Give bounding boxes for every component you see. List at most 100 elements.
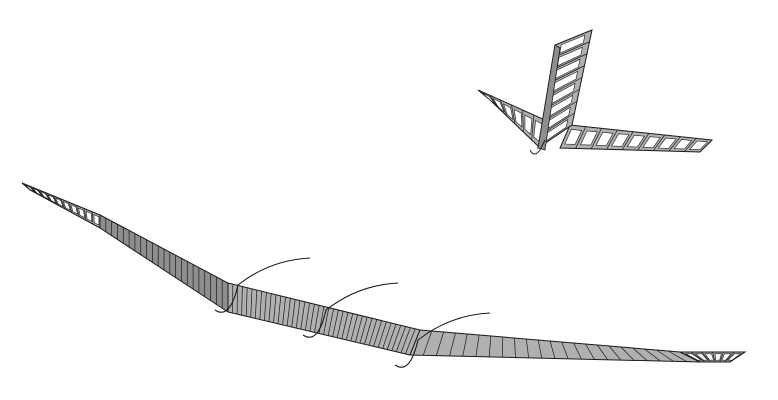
h-stab-right-rib-opening xyxy=(595,131,614,147)
right-wingtip-rib xyxy=(701,351,711,363)
h-stab-right-rib xyxy=(606,129,618,150)
left-wingtip-rib xyxy=(60,198,66,210)
engine-pod-1 xyxy=(214,257,311,313)
center-wing-rib xyxy=(332,309,339,337)
center-wing-rib xyxy=(400,327,411,353)
right-wing-rib xyxy=(436,331,444,356)
center-wing-rib xyxy=(359,316,368,344)
h-stab-left-skin xyxy=(477,89,546,150)
h-stab-right-rib-opening xyxy=(689,140,709,151)
center-wing-rib xyxy=(268,293,272,322)
vertical-stabilizer xyxy=(529,29,593,155)
right-wingtip-rib xyxy=(690,351,706,363)
center-wing-rib xyxy=(364,318,373,345)
vertical-fin-rib-opening xyxy=(559,34,586,54)
left-wingtip-rib-opening xyxy=(32,187,43,196)
right-wingtip-rib-opening xyxy=(721,353,732,361)
engine-pod-3 xyxy=(394,312,491,368)
right-wing-rib xyxy=(475,334,480,357)
engine-pod-2 xyxy=(302,282,399,338)
h-stab-right-rib xyxy=(637,133,650,151)
h-stab-left-rib xyxy=(511,104,516,125)
center-wing-rib xyxy=(350,314,358,342)
left-wingtip-rib-opening xyxy=(62,200,71,211)
center-wing-rib xyxy=(282,297,286,325)
center-wing-rib xyxy=(336,311,344,338)
vertical-fin-edge xyxy=(537,44,561,151)
right-wing-rib xyxy=(449,332,456,357)
center-wing-rib xyxy=(382,322,392,349)
left-wingtip-rib xyxy=(37,189,45,198)
h-stab-left-rib-opening xyxy=(513,108,523,128)
right-wing-rib xyxy=(656,349,674,362)
center-wing-rib xyxy=(377,321,387,348)
right-wing-rib xyxy=(514,337,516,358)
center-wing-rib xyxy=(300,301,306,330)
center-wing-rib xyxy=(286,298,291,327)
right-wing-rib xyxy=(596,344,609,360)
left-wingtip-rib-opening xyxy=(70,204,78,215)
center-wing-rib xyxy=(368,319,378,346)
center-wing-rib xyxy=(259,291,262,320)
h-stab-right-rib xyxy=(684,138,697,152)
right-wingtip-rib-opening xyxy=(685,353,703,361)
right-wing-rib xyxy=(462,333,468,357)
right-wing-rib xyxy=(608,345,622,361)
center-wing-rib xyxy=(341,312,349,339)
h-stab-right-rib xyxy=(575,126,587,149)
h-stab-right-rib-opening xyxy=(564,129,583,145)
h-stab-left-rib xyxy=(488,94,499,109)
right-wingtip-rib-opening xyxy=(727,353,742,361)
left-wingtip-rib-opening xyxy=(39,190,50,201)
center-wing-rib xyxy=(345,313,354,341)
right-wing-rib xyxy=(585,343,595,360)
right-wing-skin xyxy=(409,329,701,363)
center-wing-rib xyxy=(323,307,330,335)
tail-assembly xyxy=(477,29,714,155)
horizontal-stabilizer xyxy=(477,89,714,153)
left-wingtip-rib-opening xyxy=(24,184,35,193)
h-stab-left-rib xyxy=(522,109,524,133)
right-wingtip-rib xyxy=(724,351,735,363)
right-wing-rib xyxy=(644,348,661,362)
tail-base-fairing xyxy=(529,139,546,155)
left-wingtip-rib-opening xyxy=(47,194,57,204)
right-wingtip-rib xyxy=(719,351,724,363)
right-wing-rib xyxy=(632,347,648,361)
h-stab-right-rib-opening xyxy=(642,136,661,149)
center-wing-rib xyxy=(250,288,253,318)
left-wingtip-rib xyxy=(29,185,38,195)
h-stab-right-rib-opening xyxy=(611,133,630,147)
center-wing-rib xyxy=(314,305,320,333)
engine-pods xyxy=(214,257,491,368)
center-wing-rib xyxy=(254,290,258,319)
right-wingtip-rib-opening xyxy=(714,353,722,361)
right-wingtip-rib-opening xyxy=(704,353,715,361)
center-wing-rib xyxy=(386,324,397,350)
right-wing-rib xyxy=(561,341,569,359)
center-wing-rib xyxy=(277,295,282,324)
center-wing-rib xyxy=(309,304,315,332)
h-stab-right-rib xyxy=(653,134,665,151)
center-wing-rib xyxy=(405,328,416,355)
h-stab-left-rib-opening xyxy=(524,114,533,136)
h-stab-right-rib xyxy=(621,131,634,150)
right-wing-rib xyxy=(526,338,529,358)
h-stab-left-rib-opening xyxy=(482,92,496,105)
right-wingtip-rib-opening xyxy=(694,353,709,361)
center-wing-rib xyxy=(305,302,310,331)
h-stab-left-rib-opening xyxy=(503,103,514,121)
center-wing-rib xyxy=(241,286,243,316)
h-stab-left-rib xyxy=(500,99,507,117)
h-stab-left-rib-opening xyxy=(492,97,505,113)
right-wing-rib xyxy=(549,340,556,359)
right-wing-rib xyxy=(668,350,687,362)
left-wingtip-rib xyxy=(91,211,94,225)
right-wing-rib xyxy=(488,335,492,357)
h-stab-right-rib-opening xyxy=(580,130,598,146)
left-wingtip-rib-opening xyxy=(93,214,100,226)
center-wing-rib xyxy=(236,285,238,315)
center-wing-rib xyxy=(391,325,402,351)
left-wingtip-rib xyxy=(45,192,52,202)
